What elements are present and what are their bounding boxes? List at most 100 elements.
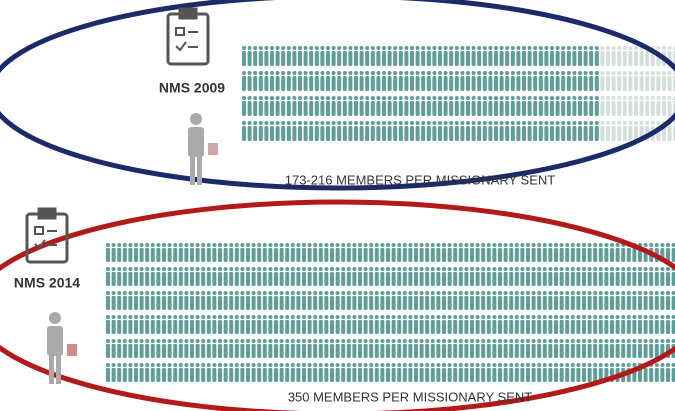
person-icon — [298, 46, 302, 66]
person-icon — [290, 243, 295, 262]
person-icon — [565, 267, 570, 286]
person-icon — [666, 315, 670, 334]
person-icon — [279, 267, 284, 286]
person-icon — [218, 291, 222, 310]
person-icon — [520, 315, 525, 334]
person-icon — [460, 121, 465, 141]
person-icon — [470, 339, 474, 358]
person-icon — [638, 291, 642, 310]
person-icon — [589, 46, 594, 66]
person-icon — [380, 363, 385, 382]
person-icon — [622, 71, 627, 91]
person-icon — [550, 71, 554, 91]
person-icon — [391, 267, 396, 286]
person-icon — [290, 363, 295, 382]
person-icon — [326, 71, 330, 91]
person-icon — [274, 267, 278, 286]
person-icon — [621, 243, 626, 262]
person-icon — [447, 267, 452, 286]
person-icon — [253, 46, 258, 66]
person-icon — [330, 267, 334, 286]
person-icon — [365, 71, 370, 91]
person-icon — [503, 363, 508, 382]
person-icon — [639, 96, 644, 116]
person-icon — [432, 96, 437, 116]
person-icon — [257, 291, 262, 310]
person-icon — [510, 121, 515, 141]
person-icon — [408, 339, 413, 358]
person-icon — [290, 339, 295, 358]
person-icon — [309, 46, 314, 66]
person-icon — [145, 243, 150, 262]
person-icon — [566, 71, 571, 91]
person-icon — [313, 243, 318, 262]
person-icon — [279, 243, 284, 262]
person-icon — [365, 46, 370, 66]
person-icon — [270, 121, 274, 141]
person-icon — [593, 363, 598, 382]
person-icon — [285, 339, 290, 358]
person-icon — [257, 315, 262, 334]
person-icon — [598, 267, 603, 286]
person-icon — [374, 339, 379, 358]
person-icon — [464, 339, 469, 358]
person-icon — [380, 339, 385, 358]
person-icon — [369, 267, 374, 286]
person-icon — [246, 267, 250, 286]
person-icon — [223, 339, 228, 358]
person-icon — [494, 71, 498, 91]
person-icon — [240, 267, 245, 286]
person-icon — [470, 315, 474, 334]
person-icon — [374, 243, 379, 262]
person-icon — [598, 363, 603, 382]
person-icon — [583, 46, 588, 66]
person-icon — [421, 96, 426, 116]
person-icon — [408, 291, 413, 310]
person-icon — [550, 96, 554, 116]
person-icon — [492, 339, 497, 358]
person-icon — [464, 315, 469, 334]
person-icon — [391, 315, 396, 334]
person-icon — [576, 243, 581, 262]
person-icon — [660, 315, 665, 334]
person-icon — [337, 71, 342, 91]
person-icon — [650, 71, 655, 91]
person-icon — [470, 243, 474, 262]
person-icon — [475, 363, 480, 382]
person-icon — [156, 267, 161, 286]
person-icon — [587, 315, 592, 334]
person-icon — [494, 121, 498, 141]
person-icon — [453, 339, 458, 358]
person-icon — [122, 267, 127, 286]
person-icon — [341, 267, 346, 286]
person-icon — [268, 243, 273, 262]
person-icon — [382, 46, 386, 66]
person-icon — [218, 267, 222, 286]
person-icon — [292, 46, 297, 66]
person-icon — [526, 315, 530, 334]
person-icon — [520, 291, 525, 310]
person-icon — [565, 243, 570, 262]
person-icon — [229, 363, 234, 382]
person-icon — [610, 315, 614, 334]
person-icon — [253, 96, 258, 116]
person-icon — [352, 291, 357, 310]
person-icon — [542, 243, 547, 262]
person-icon — [432, 46, 437, 66]
person-icon — [320, 71, 325, 91]
person-icon — [471, 96, 476, 116]
person-icon — [415, 71, 420, 91]
person-icon — [482, 96, 487, 116]
person-icon — [307, 315, 312, 334]
person-icon — [442, 315, 446, 334]
person-icon — [454, 71, 459, 91]
person-icon — [318, 243, 323, 262]
person-icon — [587, 291, 592, 310]
person-icon — [503, 315, 508, 334]
person-icon — [615, 339, 620, 358]
person-icon — [223, 267, 228, 286]
person-icon — [443, 96, 448, 116]
person-icon — [649, 267, 654, 286]
person-icon — [352, 339, 357, 358]
person-icon — [510, 71, 515, 91]
